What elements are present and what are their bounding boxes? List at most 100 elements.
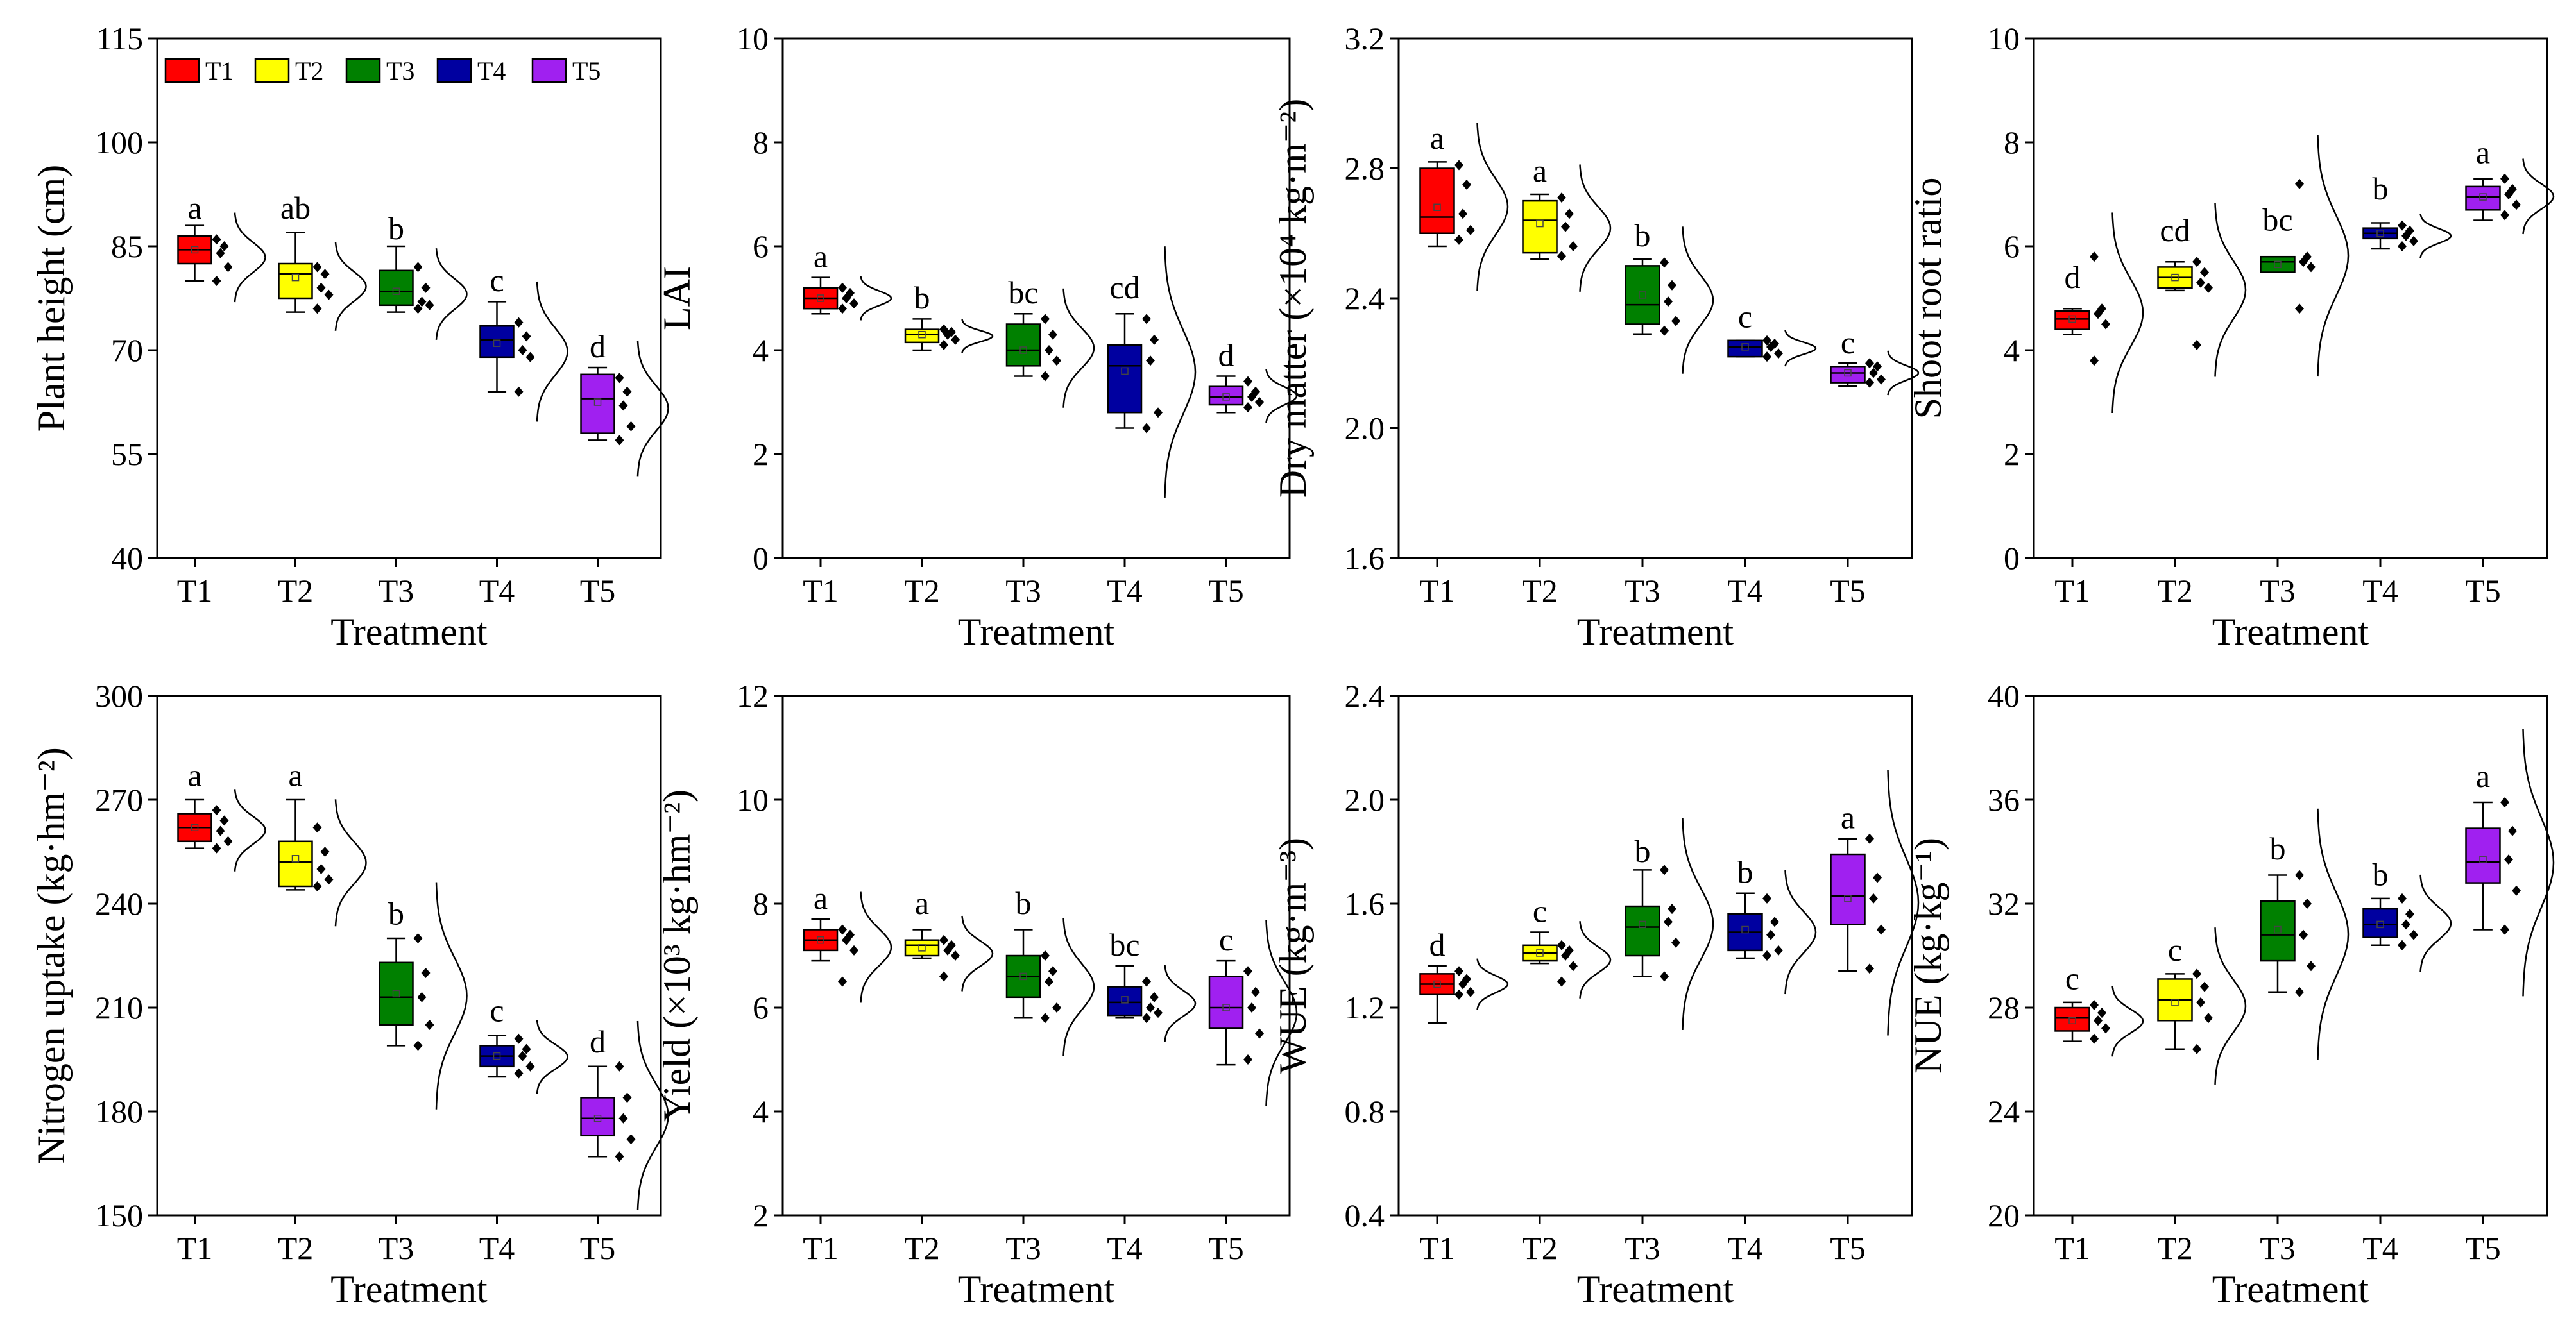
data-point — [1454, 234, 1463, 245]
distribution-curve — [2111, 212, 2144, 414]
x-tick-label: T1 — [803, 573, 839, 609]
distribution-curve — [2111, 985, 2144, 1057]
data-point — [2398, 893, 2407, 904]
distribution-curve — [2419, 874, 2452, 972]
x-axis-title: Treatment — [330, 1268, 488, 1310]
box-t3 — [1005, 323, 1041, 367]
x-tick-label: T5 — [1208, 573, 1244, 609]
data-point — [615, 1151, 624, 1162]
significance-letter: a — [2476, 134, 2490, 170]
data-point — [1762, 950, 1771, 961]
legend-swatch-t2 — [254, 58, 290, 83]
box-t5 — [1830, 366, 1866, 384]
data-point — [1664, 917, 1673, 927]
y-tick-label: 2 — [2004, 436, 2020, 472]
data-point — [1873, 361, 1882, 372]
y-tick-label: 115 — [96, 21, 143, 56]
legend-label: T5 — [572, 56, 601, 85]
x-axis-title: Treatment — [958, 1268, 1115, 1310]
panel-4: 0 2 4 6 8 10 Shoot root ratio Treatment T1 d T2 cd T… — [1907, 21, 2555, 653]
significance-letter: a — [1533, 153, 1547, 189]
distribution-curve — [234, 212, 266, 303]
data-point — [1454, 989, 1463, 1000]
y-tick-label: 4 — [753, 1094, 769, 1129]
y-tick-label: 6 — [753, 990, 769, 1026]
legend-label: T2 — [295, 56, 323, 85]
y-tick-label: 2.8 — [1345, 151, 1385, 187]
mean-marker — [1121, 996, 1129, 1004]
data-point — [2090, 355, 2099, 366]
mean-marker — [1019, 972, 1027, 981]
y-tick-label: 180 — [95, 1094, 143, 1129]
mean-marker — [1741, 925, 1749, 934]
data-point — [838, 282, 847, 293]
box-t3 — [2260, 255, 2296, 273]
data-point — [943, 945, 952, 956]
x-tick-label: T4 — [2362, 573, 2398, 609]
data-point — [1774, 945, 1783, 956]
data-point — [1664, 296, 1673, 307]
data-point — [2398, 241, 2407, 251]
mean-marker — [2479, 193, 2487, 201]
y-axis-title: Yield (×10³ kg·hm⁻²) — [656, 790, 698, 1122]
x-tick-label: T3 — [1625, 1230, 1660, 1266]
mean-marker — [1536, 219, 1544, 228]
x-tick-label: T1 — [1419, 573, 1455, 609]
data-point — [1865, 833, 1874, 844]
mean-marker — [392, 287, 400, 295]
data-point — [2500, 797, 2509, 808]
data-point — [1660, 325, 1669, 336]
y-tick-label: 270 — [95, 782, 143, 818]
y-tick-label: 85 — [111, 228, 143, 264]
mean-marker — [291, 855, 300, 863]
data-point — [2500, 210, 2509, 221]
data-point — [2196, 997, 2205, 1008]
distribution-curve — [1887, 350, 1920, 396]
data-point — [1243, 966, 1252, 977]
significance-letter: bc — [1109, 927, 1139, 963]
data-point — [1150, 334, 1159, 345]
plot-frame — [781, 695, 1291, 1217]
data-point — [1458, 979, 1467, 990]
mean-marker — [493, 1052, 501, 1060]
box-t5 — [2465, 185, 2501, 211]
mean-marker — [1433, 980, 1441, 988]
data-point — [212, 843, 221, 854]
significance-letter: b — [2373, 171, 2389, 207]
panel-8: 20 24 28 32 36 40 NUE (kg·kg⁻¹) Treatment T1 c T2 c… — [1907, 678, 2555, 1310]
x-tick-label: T5 — [2465, 1230, 2501, 1266]
distribution-curve — [536, 1020, 568, 1094]
data-point — [413, 303, 423, 314]
mean-marker — [1536, 949, 1544, 957]
mean-marker — [191, 824, 199, 831]
y-tick-label: 1.6 — [1345, 886, 1385, 922]
data-point — [219, 815, 229, 826]
y-tick-label: 150 — [95, 1197, 143, 1233]
x-tick-label: T1 — [1419, 1230, 1455, 1266]
box-t3 — [379, 961, 414, 1026]
box-t3 — [2260, 900, 2296, 962]
x-tick-label: T5 — [580, 1230, 616, 1266]
x-axis-title: Treatment — [2212, 1268, 2369, 1310]
data-point — [2090, 999, 2099, 1010]
x-tick-label: T5 — [580, 573, 616, 609]
data-point — [1766, 341, 1775, 352]
mean-marker — [2479, 856, 2487, 863]
data-point — [2192, 257, 2201, 267]
data-point — [525, 351, 535, 362]
distribution-curve — [2419, 214, 2452, 258]
data-point — [2090, 1033, 2099, 1044]
distribution-curve — [536, 281, 568, 422]
significance-letter: b — [1016, 885, 1032, 921]
data-point — [1041, 950, 1050, 961]
significance-letter: c — [1738, 299, 1752, 335]
y-axis-title: LAI — [656, 266, 698, 330]
x-tick-label: T4 — [479, 573, 515, 609]
data-point — [1052, 1002, 1061, 1013]
significance-letter: c — [1841, 325, 1855, 360]
y-tick-label: 32 — [1988, 886, 2020, 922]
y-tick-label: 2.0 — [1345, 782, 1385, 818]
y-tick-label: 8 — [753, 886, 769, 922]
x-tick-label: T3 — [1005, 1230, 1041, 1266]
data-point — [939, 971, 948, 982]
